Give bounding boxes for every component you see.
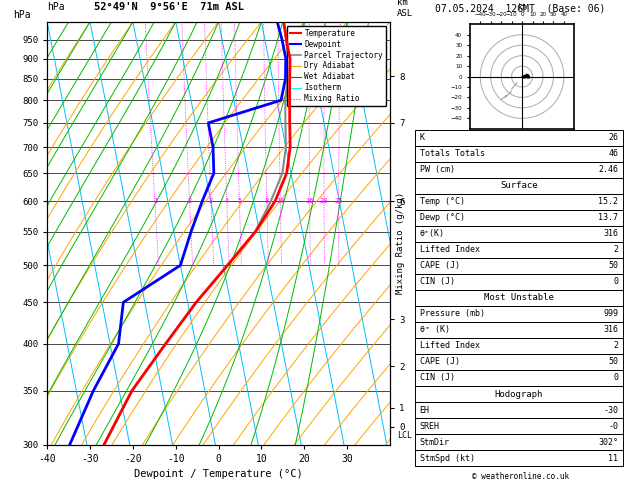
Text: Hodograph: Hodograph — [495, 389, 543, 399]
Text: hPa: hPa — [13, 10, 31, 20]
Text: 316: 316 — [603, 229, 618, 238]
Text: θᵉ (K): θᵉ (K) — [420, 326, 450, 334]
Text: CIN (J): CIN (J) — [420, 374, 455, 382]
Text: 2: 2 — [187, 198, 192, 204]
Text: Lifted Index: Lifted Index — [420, 245, 479, 254]
Text: 4: 4 — [225, 198, 229, 204]
Text: hPa: hPa — [47, 2, 65, 12]
Text: 999: 999 — [603, 310, 618, 318]
Text: 16: 16 — [306, 198, 314, 204]
Text: 15.2: 15.2 — [598, 197, 618, 207]
X-axis label: Dewpoint / Temperature (°C): Dewpoint / Temperature (°C) — [134, 469, 303, 479]
Text: -0: -0 — [608, 421, 618, 431]
Text: θᵉ(K): θᵉ(K) — [420, 229, 445, 238]
Text: 2: 2 — [613, 245, 618, 254]
Text: 52°49'N  9°56'E  71m ASL: 52°49'N 9°56'E 71m ASL — [94, 2, 244, 12]
Text: Lifted Index: Lifted Index — [420, 342, 479, 350]
Text: 0: 0 — [613, 374, 618, 382]
Text: 10: 10 — [276, 198, 284, 204]
Text: 11: 11 — [608, 453, 618, 463]
Text: K: K — [420, 133, 425, 142]
Text: 46: 46 — [608, 149, 618, 158]
Text: Mixing Ratio (g/kg): Mixing Ratio (g/kg) — [396, 192, 404, 294]
Legend: Temperature, Dewpoint, Parcel Trajectory, Dry Adiabat, Wet Adiabat, Isotherm, Mi: Temperature, Dewpoint, Parcel Trajectory… — [287, 26, 386, 106]
Text: 2.46: 2.46 — [598, 165, 618, 174]
Text: StmSpd (kt): StmSpd (kt) — [420, 453, 474, 463]
Text: Pressure (mb): Pressure (mb) — [420, 310, 484, 318]
Text: 0: 0 — [613, 278, 618, 286]
Text: EH: EH — [420, 405, 430, 415]
Text: © weatheronline.co.uk: © weatheronline.co.uk — [472, 472, 569, 481]
Text: CAPE (J): CAPE (J) — [420, 261, 460, 270]
Text: 20: 20 — [320, 198, 328, 204]
Text: 3: 3 — [209, 198, 213, 204]
Text: LCL: LCL — [397, 431, 412, 440]
Text: 302°: 302° — [598, 437, 618, 447]
X-axis label: kt: kt — [518, 3, 526, 12]
Text: 25: 25 — [335, 198, 343, 204]
Text: CAPE (J): CAPE (J) — [420, 358, 460, 366]
Text: CIN (J): CIN (J) — [420, 278, 455, 286]
Text: Totals Totals: Totals Totals — [420, 149, 484, 158]
Text: PW (cm): PW (cm) — [420, 165, 455, 174]
Text: Dewp (°C): Dewp (°C) — [420, 213, 465, 222]
Text: -30: -30 — [603, 405, 618, 415]
Text: 2: 2 — [613, 342, 618, 350]
Text: StmDir: StmDir — [420, 437, 450, 447]
Text: km
ASL: km ASL — [397, 0, 413, 17]
Text: 07.05.2024  12GMT  (Base: 06): 07.05.2024 12GMT (Base: 06) — [435, 3, 606, 14]
Text: 50: 50 — [608, 261, 618, 270]
Text: 1: 1 — [153, 198, 157, 204]
Text: 5: 5 — [237, 198, 242, 204]
Text: SREH: SREH — [420, 421, 440, 431]
Text: 26: 26 — [608, 133, 618, 142]
Text: 13.7: 13.7 — [598, 213, 618, 222]
Text: Temp (°C): Temp (°C) — [420, 197, 465, 207]
Text: 316: 316 — [603, 326, 618, 334]
Text: 8: 8 — [265, 198, 269, 204]
Text: 50: 50 — [608, 358, 618, 366]
Text: Most Unstable: Most Unstable — [484, 294, 554, 302]
Text: Surface: Surface — [500, 181, 538, 191]
